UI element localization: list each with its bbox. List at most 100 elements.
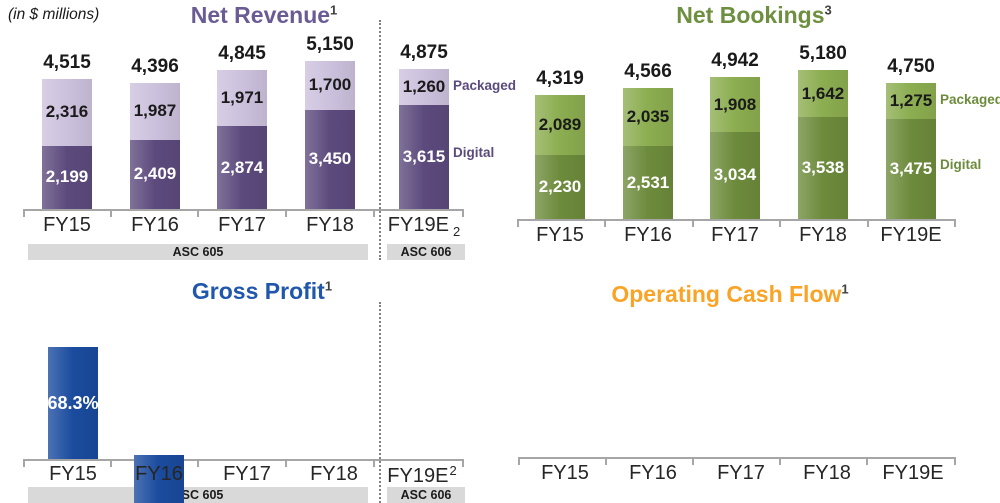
operating_cash_flow-axis-tick-5 <box>954 457 956 465</box>
net_bookings-x-axis <box>517 219 955 221</box>
net_revenue-FY16-axis-label: FY16 <box>100 214 210 237</box>
net_revenue-FY17-packaged-value: 1,971 <box>220 88 264 108</box>
net_revenue-axis-tick-1 <box>110 209 112 217</box>
net_bookings-FY15-total: 4,319 <box>536 68 584 90</box>
gross_profit-FY18-axis-label: FY18 <box>279 463 389 486</box>
operating_cash_flow-FY16-axis-label-text: FY16 <box>629 462 677 484</box>
net_bookings-axis-tick-2 <box>692 219 694 227</box>
net_revenue-FY16-packaged-value: 1,987 <box>133 101 177 121</box>
gross_profit-asc-label-0: ASC 605 <box>28 487 368 503</box>
net_bookings-axis-tick-5 <box>954 219 956 227</box>
net_bookings-FY15-packaged-segment: 2,089 <box>535 95 585 155</box>
net_bookings-FY17-total: 4,942 <box>711 50 759 72</box>
operating_cash_flow-FY18-axis-label-text: FY18 <box>803 462 851 484</box>
net_bookings-bar-FY19E: 1,275 3,475 <box>886 82 936 219</box>
net_revenue-FY17-digital-value: 2,874 <box>220 157 264 177</box>
net_revenue-FY18-total: 5,150 <box>306 33 354 55</box>
net_bookings-FY16-axis-label: FY16 <box>593 224 703 247</box>
net_revenue-bar-FY18: 1,700 3,450 <box>305 60 355 210</box>
net_bookings-FY18-axis-label: FY18 <box>768 224 878 247</box>
net_bookings-FY18-axis-label-text: FY18 <box>799 224 847 246</box>
operating_cash_flow-axis-tick-3 <box>779 457 781 465</box>
net_bookings-FY19E-axis-label: FY19E <box>856 224 966 247</box>
gross_profit-x-axis <box>23 459 462 461</box>
net_bookings-FY15-axis-label: FY15 <box>505 224 615 247</box>
gross_profit-FY16-axis-label: FY16 <box>104 463 214 486</box>
net_bookings-FY17-axis-label: FY17 <box>680 224 790 247</box>
gross_profit-FY19E-axis-label: FY19E2 <box>367 463 477 488</box>
gross_profit-axis-tick-1 <box>110 459 112 467</box>
net_bookings-FY17-digital-segment: 3,034 <box>710 131 760 220</box>
net_bookings-FY18-digital-value: 3,538 <box>801 158 845 178</box>
operating_cash_flow-FY17-axis-label: FY17 <box>686 462 796 485</box>
net_bookings-axis-tick-4 <box>867 219 869 227</box>
net_revenue-axis-tick-3 <box>285 209 287 217</box>
net_bookings-bar-FY17: 1,908 3,034 <box>710 77 760 220</box>
net_revenue-FY15-axis-label: FY15 <box>12 214 122 237</box>
operating-cash-flow-title-text: Operating Cash Flow <box>611 281 842 307</box>
gross_profit-axis-tick-4 <box>373 459 375 467</box>
gross_profit-axis-tick-0 <box>23 459 25 467</box>
net_revenue-bar-FY16: 1,987 2,409 <box>130 82 180 210</box>
net_bookings-FY16-packaged-value: 2,035 <box>626 107 670 127</box>
net_bookings-legend-packaged: Packaged <box>940 91 1000 107</box>
net_bookings-FY15-digital-segment: 2,230 <box>535 154 585 219</box>
net_revenue-bar-FY15: 2,316 2,199 <box>42 79 92 210</box>
gross-profit-title: Gross Profit1 <box>12 278 512 305</box>
net_revenue-FY15-digital-segment: 2,199 <box>42 145 92 210</box>
net_bookings-FY17-axis-label-text: FY17 <box>711 224 759 246</box>
net_bookings-FY18-packaged-value: 1,642 <box>801 83 845 103</box>
net-revenue-title-footnote: 1 <box>330 2 338 18</box>
gross_profit-axis-tick-3 <box>285 459 287 467</box>
net_revenue-FY16-packaged-segment: 1,987 <box>130 82 180 140</box>
operating_cash_flow-axis-tick-4 <box>866 457 868 465</box>
operating-cash-flow-title-footnote: 1 <box>841 281 849 297</box>
net_revenue-fy19e-footnote: 2 <box>452 224 461 239</box>
net_revenue-FY15-axis-label-text: FY15 <box>43 214 91 236</box>
net_revenue-axis-tick-0 <box>23 209 25 217</box>
net_revenue-FY16-total: 4,396 <box>131 55 179 77</box>
net_revenue-FY17-packaged-segment: 1,971 <box>217 69 267 127</box>
gross_profit-fy19e-footnote: 2 <box>449 463 457 478</box>
net-revenue-title: Net Revenue1 <box>14 2 514 29</box>
net_revenue-FY17-digital-segment: 2,874 <box>217 126 267 209</box>
net_revenue-asc-label-1: ASC 606 <box>387 244 465 260</box>
net_revenue-FY15-packaged-segment: 2,316 <box>42 79 92 146</box>
net_bookings-FY15-axis-label-text: FY15 <box>536 224 584 246</box>
net_revenue-FY17-total: 4,845 <box>218 42 266 64</box>
net_revenue-FY15-digital-value: 2,199 <box>45 167 89 187</box>
operating_cash_flow-FY18-axis-label: FY18 <box>772 462 882 485</box>
net_revenue-FY16-digital-segment: 2,409 <box>130 139 180 210</box>
gross_profit-bar-FY16: 69.2% <box>133 455 185 503</box>
units-note: (in $ millions) <box>8 6 100 23</box>
net_revenue-axis-tick-2 <box>197 209 199 217</box>
net-bookings-title-text: Net Bookings <box>676 2 825 28</box>
net_revenue-axis-tick-5 <box>462 209 464 217</box>
net_bookings-FY16-digital-segment: 2,531 <box>623 146 673 219</box>
operating_cash_flow-FY16-axis-label: FY16 <box>598 462 708 485</box>
net_revenue-FY19E-axis-label-text: FY19E <box>387 214 449 236</box>
net_bookings-bar-FY18: 1,642 3,538 <box>798 70 848 219</box>
net_bookings-FY16-packaged-segment: 2,035 <box>623 87 673 147</box>
net_bookings-FY18-packaged-segment: 1,642 <box>798 70 848 118</box>
net_bookings-FY17-digital-value: 3,034 <box>713 165 757 185</box>
operating_cash_flow-FY19E-axis-label: FY19E <box>858 462 968 485</box>
net_revenue-x-axis <box>23 209 462 211</box>
net_revenue-FY18-axis-label: FY18 <box>275 214 385 237</box>
net-bookings-title-footnote: 3 <box>824 2 832 18</box>
net_revenue-FY17-axis-label-text: FY17 <box>218 214 266 236</box>
gross_profit-FY16-axis-label-text: FY16 <box>135 463 183 485</box>
net_bookings-FY17-packaged-value: 1,908 <box>713 94 757 114</box>
net_revenue-FY19E-digital-value: 3,615 <box>402 147 446 167</box>
net_revenue-FY15-packaged-value: 2,316 <box>45 102 89 122</box>
net_bookings-FY18-total: 5,180 <box>799 43 847 65</box>
net_revenue-FY16-axis-label-text: FY16 <box>131 214 179 236</box>
net_bookings-bar-FY16: 2,035 2,531 <box>623 87 673 219</box>
net_bookings-axis-tick-0 <box>517 219 519 227</box>
net_revenue-bar-FY17: 1,971 2,874 <box>217 69 267 209</box>
net_bookings-legend-digital: Digital <box>940 157 982 173</box>
net_revenue-FY17-axis-label: FY17 <box>187 214 297 237</box>
net_revenue-accounting-divider <box>379 20 381 260</box>
gross_profit-FY15-axis-label: FY15 <box>18 463 128 486</box>
